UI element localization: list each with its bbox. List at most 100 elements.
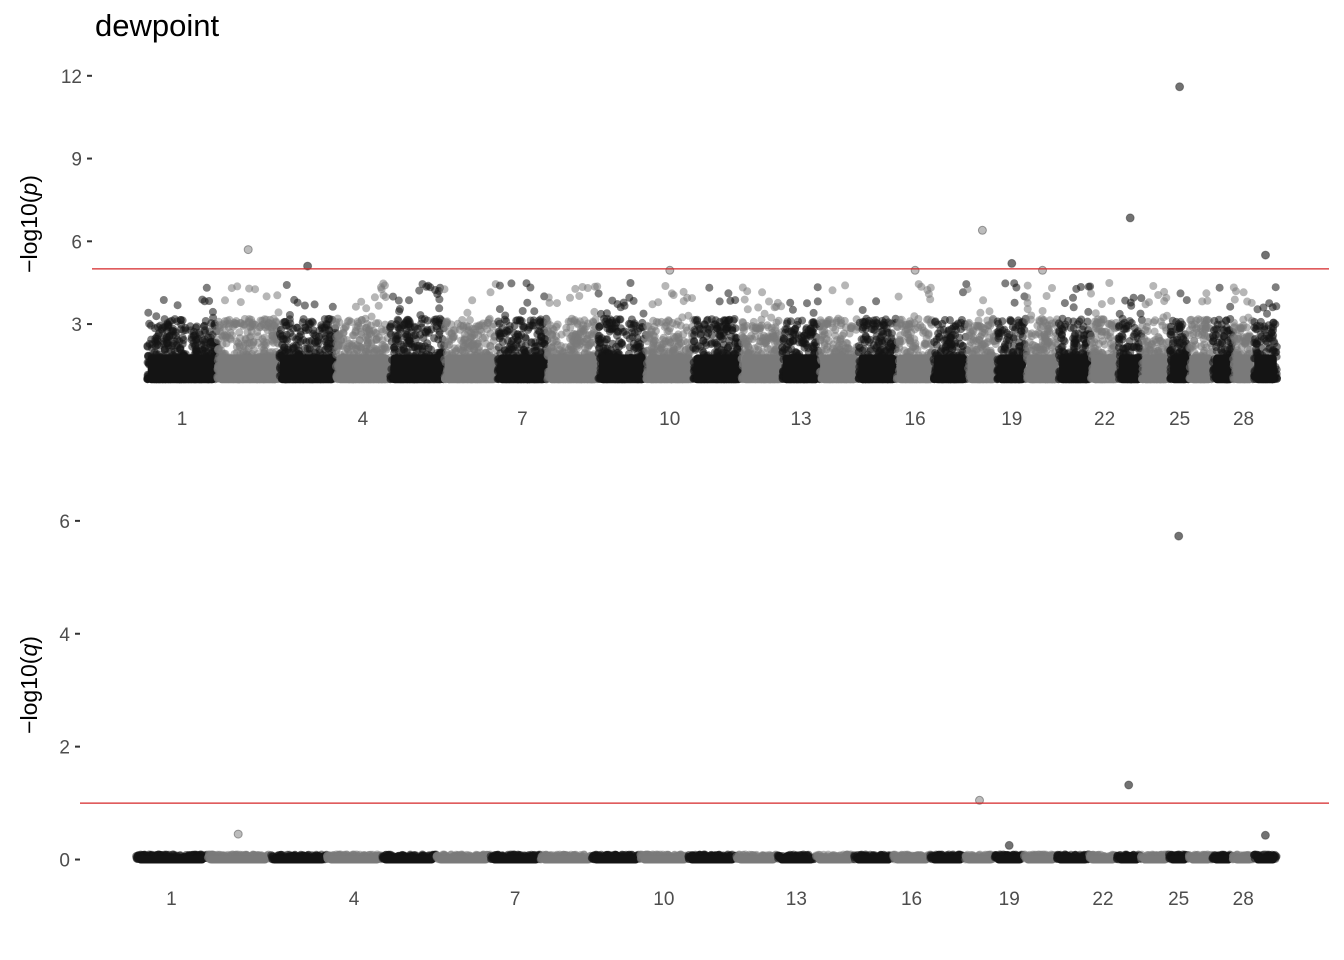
snp-point: [227, 284, 236, 293]
snp-point: [585, 341, 594, 350]
snp-point: [418, 315, 426, 323]
snp-point: [198, 346, 207, 355]
snp-point: [282, 281, 291, 289]
snp-point: [459, 323, 468, 332]
snp-point: [334, 330, 343, 339]
y-tick-label: 9: [71, 150, 82, 171]
snp-point: [798, 316, 807, 325]
snp-point: [461, 335, 470, 344]
snp-point: [754, 303, 763, 312]
snp-density-band: [742, 354, 782, 384]
snp-point: [314, 339, 323, 348]
snp-density-band: [782, 354, 820, 384]
snp-point: [841, 281, 850, 290]
snp-point: [738, 318, 747, 326]
snp-point: [788, 305, 797, 314]
snp-point: [323, 344, 332, 352]
snp-point: [147, 335, 156, 344]
snp-point: [495, 305, 504, 314]
snp-point: [328, 302, 337, 311]
snp-point: [357, 297, 366, 306]
snp-point: [654, 298, 663, 307]
snp-point: [595, 322, 604, 331]
snp-point: [666, 338, 675, 347]
snp-point: [571, 284, 580, 293]
snp-point: [693, 316, 701, 325]
snp-point: [322, 319, 331, 328]
snp-point: [192, 322, 201, 331]
snp-point: [674, 333, 683, 342]
snp-point: [689, 337, 698, 346]
snp-density-band: [390, 354, 444, 384]
snp-point: [160, 315, 169, 324]
snp-point: [527, 339, 536, 347]
snp-point: [423, 339, 432, 348]
snp-point: [478, 334, 487, 343]
snp-point: [208, 330, 217, 339]
snp-point: [412, 335, 420, 344]
snp-point: [770, 333, 778, 342]
snp-point: [377, 283, 385, 292]
snp-point: [418, 280, 427, 289]
snp-point: [518, 307, 527, 315]
snp-point: [367, 312, 376, 321]
snp-density-band: [147, 354, 217, 384]
snp-point: [770, 303, 779, 312]
snp-density-band: [279, 354, 336, 384]
snp-point: [666, 324, 674, 333]
snp-point: [168, 341, 177, 350]
snp-point: [658, 336, 667, 344]
snp-point: [159, 296, 168, 304]
snp-point: [201, 317, 210, 325]
snp-point: [760, 309, 769, 318]
snp-point: [813, 283, 822, 292]
snp-point: [365, 327, 373, 336]
snp-point: [273, 291, 282, 300]
y-tick-label: 12: [61, 67, 82, 88]
snp-point: [712, 325, 721, 334]
snp-point: [447, 329, 456, 338]
snp-point: [772, 318, 781, 327]
snp-point: [523, 298, 532, 307]
snp-point: [786, 317, 795, 326]
snp-point: [524, 346, 533, 355]
snp-point: [392, 320, 401, 329]
snp-point: [486, 288, 495, 297]
snp-point: [440, 285, 449, 294]
snp-point: [290, 295, 299, 304]
snp-point: [730, 315, 739, 323]
snp-point: [502, 329, 511, 338]
snp-point: [639, 309, 648, 318]
snp-point: [611, 324, 620, 333]
y-tick-label: 6: [71, 232, 82, 253]
snp-point: [235, 343, 244, 352]
snp-point: [703, 315, 712, 324]
snp-point: [644, 322, 653, 331]
snp-point: [410, 342, 419, 351]
snp-point: [262, 292, 271, 301]
snp-point: [594, 289, 603, 298]
snp-point: [567, 342, 575, 351]
snp-point: [225, 334, 234, 343]
snp-point: [152, 312, 161, 321]
snp-point: [155, 341, 164, 350]
snp-point: [705, 283, 714, 292]
snp-point: [279, 318, 288, 327]
y-tick-label: 3: [71, 315, 82, 336]
snp-point: [724, 289, 733, 298]
snp-point: [296, 337, 305, 346]
snp-point: [513, 330, 522, 339]
snp-point: [513, 343, 522, 352]
snp-point: [679, 297, 688, 306]
snp-point: [710, 338, 719, 347]
snp-point: [312, 332, 320, 341]
snp-point: [553, 299, 561, 308]
snp-point: [750, 344, 759, 353]
snp-point: [283, 336, 292, 345]
snp-point: [173, 301, 182, 310]
snp-point: [699, 325, 708, 334]
snp-point: [755, 326, 764, 335]
snp-point: [274, 308, 283, 317]
snp-point: [396, 305, 404, 313]
snp-density-band: [498, 354, 547, 384]
